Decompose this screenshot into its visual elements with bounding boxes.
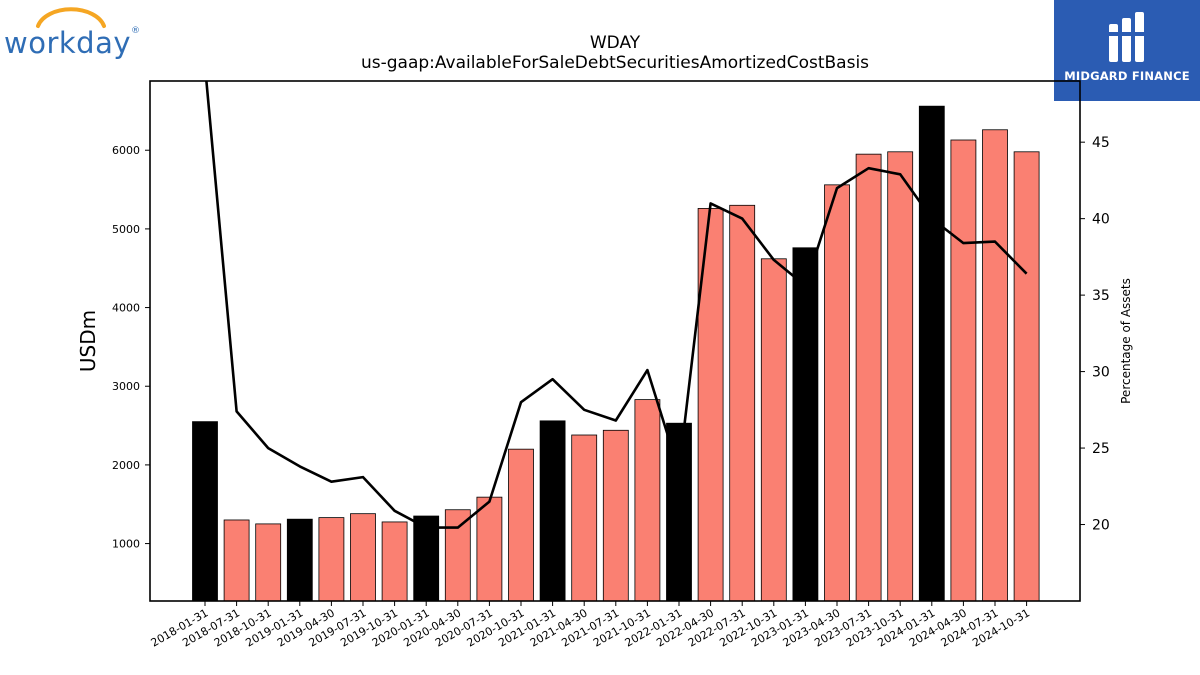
bar-2023-10-31: [887, 151, 914, 602]
bar-2020-01-31: [413, 515, 440, 602]
bar-2024-04-30: [950, 139, 977, 602]
bar-2018-10-31: [255, 523, 282, 602]
workday-trademark: ®: [131, 26, 141, 36]
chart-subtitle: us-gaap:AvailableForSaleDebtSecuritiesAm…: [360, 53, 870, 73]
bar-2022-10-31: [760, 258, 787, 602]
y-tick-label: 5000: [112, 223, 140, 236]
bar-2021-04-30: [571, 434, 598, 602]
bar-2024-01-31: [918, 105, 945, 602]
bar-2018-07-31: [223, 519, 250, 602]
bar-2023-01-31: [792, 247, 819, 602]
bar-2022-01-31: [666, 422, 692, 602]
x-axis: 2018-01-312018-07-312018-10-312019-01-31…: [149, 601, 1032, 650]
y-axis-label: USDm: [76, 310, 100, 372]
bar-2021-10-31: [634, 399, 661, 602]
bar-2019-01-31: [286, 518, 313, 602]
bar-2019-10-31: [381, 521, 408, 602]
bar-2020-07-31: [476, 496, 503, 602]
midgard-wordmark: MIDGARD FINANCE: [1064, 69, 1190, 83]
bar-2020-10-31: [508, 448, 534, 602]
bar-2022-07-31: [729, 204, 756, 602]
bar-2024-07-31: [982, 129, 1008, 602]
bar-2018-01-31: [192, 421, 218, 602]
y-tick-label: 2000: [112, 459, 140, 472]
midgard-finance-logo: MIDGARD FINANCE: [1054, 0, 1200, 101]
y2-tick-label: 35: [1092, 288, 1110, 304]
workday-arc-icon: [36, 7, 106, 28]
bar-2024-10-31: [1013, 151, 1040, 602]
midgard-emblem-icon: [1104, 12, 1150, 62]
right-axis: 20 25 30 35 40 45: [1080, 135, 1110, 534]
workday-wordmark-text: workday: [4, 26, 132, 60]
left-axis: 1000 2000 3000 4000 5000 6000: [112, 144, 150, 551]
y-tick-label: 6000: [112, 144, 140, 157]
bar-2019-07-31: [350, 513, 376, 602]
y2-tick-label: 30: [1092, 365, 1110, 381]
percentage-of-assets-line: [205, 81, 1028, 529]
bar-2021-01-31: [539, 420, 566, 602]
plot-frame: [149, 80, 1081, 602]
workday-logo: workday®: [4, 4, 144, 64]
bar-2021-07-31: [602, 429, 629, 602]
y2-tick-label: 25: [1092, 441, 1110, 457]
chart-title: WDAY: [589, 33, 641, 53]
bar-series: [192, 105, 1040, 602]
line-series: [205, 81, 1028, 529]
workday-wordmark: workday®: [4, 26, 141, 60]
y2-tick-label: 20: [1092, 518, 1110, 534]
y2-axis-label: Percentage of Assets: [1119, 278, 1133, 404]
bar-2019-04-30: [318, 517, 345, 602]
y-tick-label: 4000: [112, 302, 140, 315]
bar-2023-04-30: [824, 184, 850, 602]
bar-2023-07-31: [855, 153, 882, 602]
y-tick-label: 3000: [112, 380, 140, 393]
y2-tick-label: 45: [1092, 135, 1110, 151]
bar-2020-04-30: [444, 509, 471, 602]
y2-tick-label: 40: [1092, 212, 1110, 228]
y-tick-label: 1000: [112, 538, 140, 551]
